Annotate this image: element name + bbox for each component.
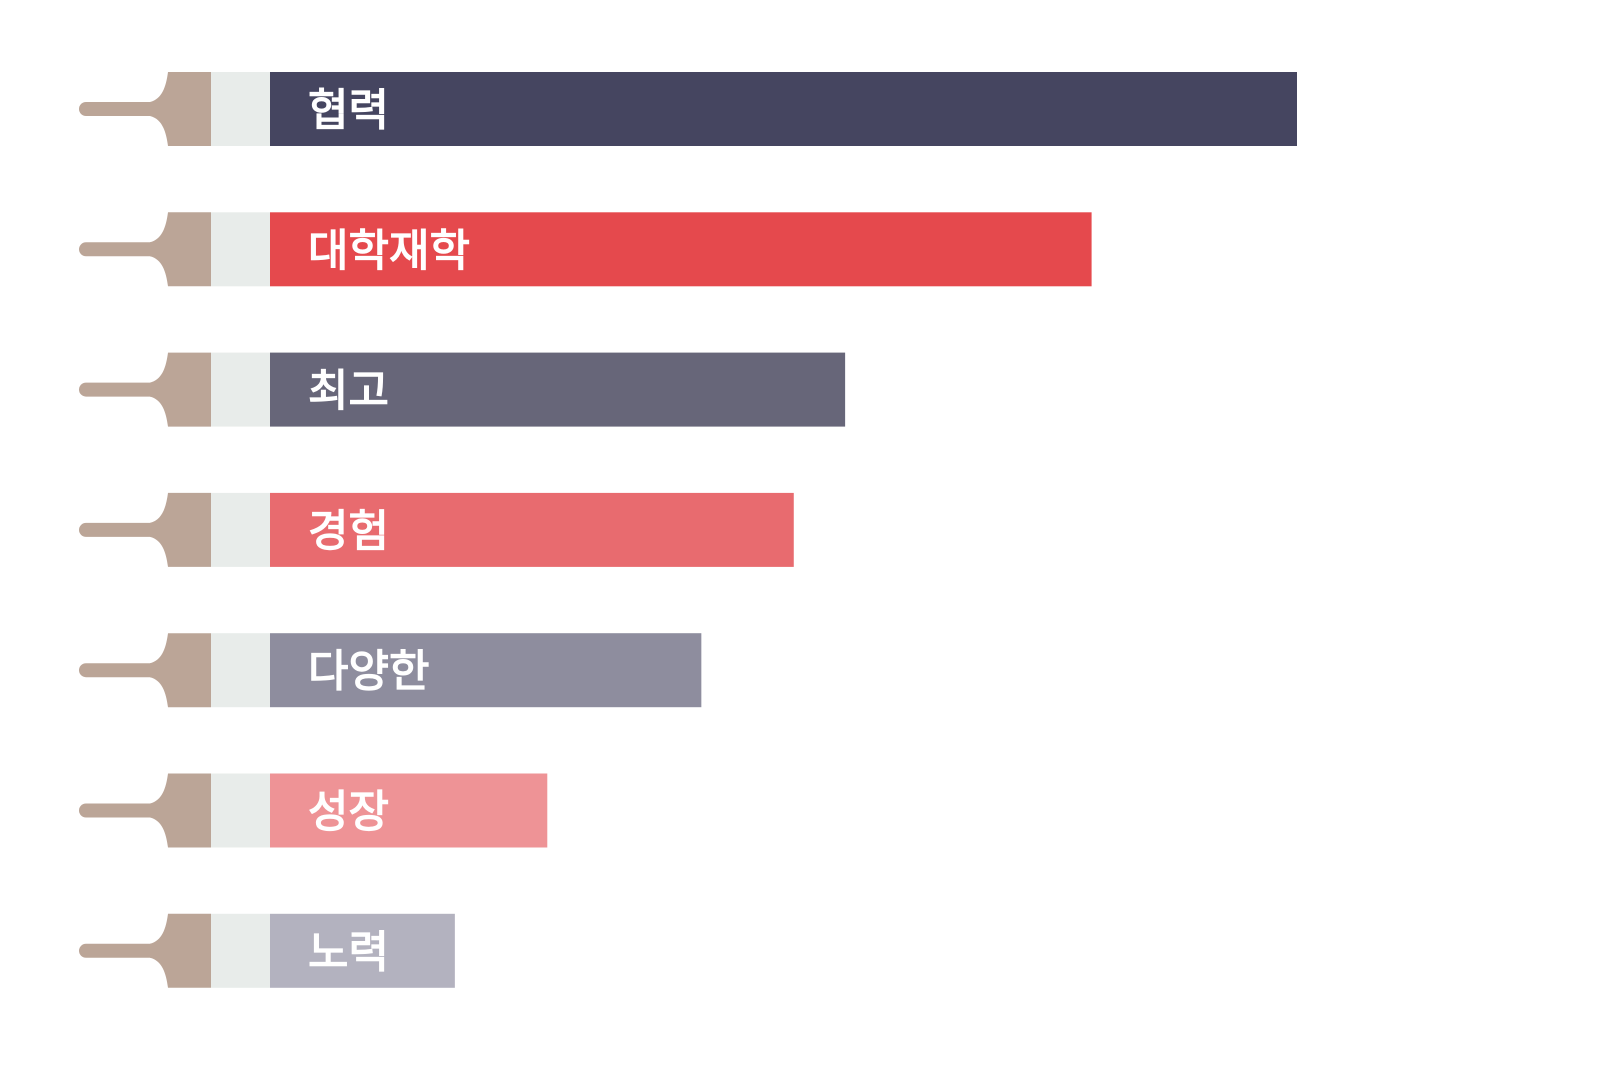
brush-grip [150,212,211,287]
bar [270,773,548,848]
brush-grip [150,773,211,848]
bar-label: 다양한 [308,646,429,697]
brush-grip [150,633,211,708]
brush-icon [79,212,270,287]
bars [270,72,1297,988]
brush-icon [79,633,270,708]
bar-label: 경험 [308,506,389,557]
bar-label: 협력 [308,85,389,136]
brush-ferrule [211,492,270,567]
brush-icon [79,72,270,146]
brush-icon [79,352,270,427]
brush-grip [150,72,211,146]
bar-label: 대학재학 [308,225,470,276]
brush-grip [150,913,211,988]
brush-ferrule [211,773,270,848]
brush-icon [79,492,270,567]
brush-icon [79,773,270,848]
brush-ferrule [211,72,270,146]
brush-ferrule [211,352,270,427]
bar-label: 최고 [308,366,389,417]
bar [270,633,702,708]
bar [270,212,1092,287]
brush-grip [150,352,211,427]
bar-label: 노력 [308,927,389,978]
brush-ferrule [211,633,270,708]
bar [270,492,794,567]
brush-ferrule [211,212,270,287]
bar [270,352,846,427]
brush-icon [79,913,270,988]
bar [270,72,1297,146]
bar [270,913,455,988]
brush-icons [79,72,270,988]
brush-grip [150,492,211,567]
bar-label: 성장 [308,787,389,838]
brush-ferrule [211,913,270,988]
